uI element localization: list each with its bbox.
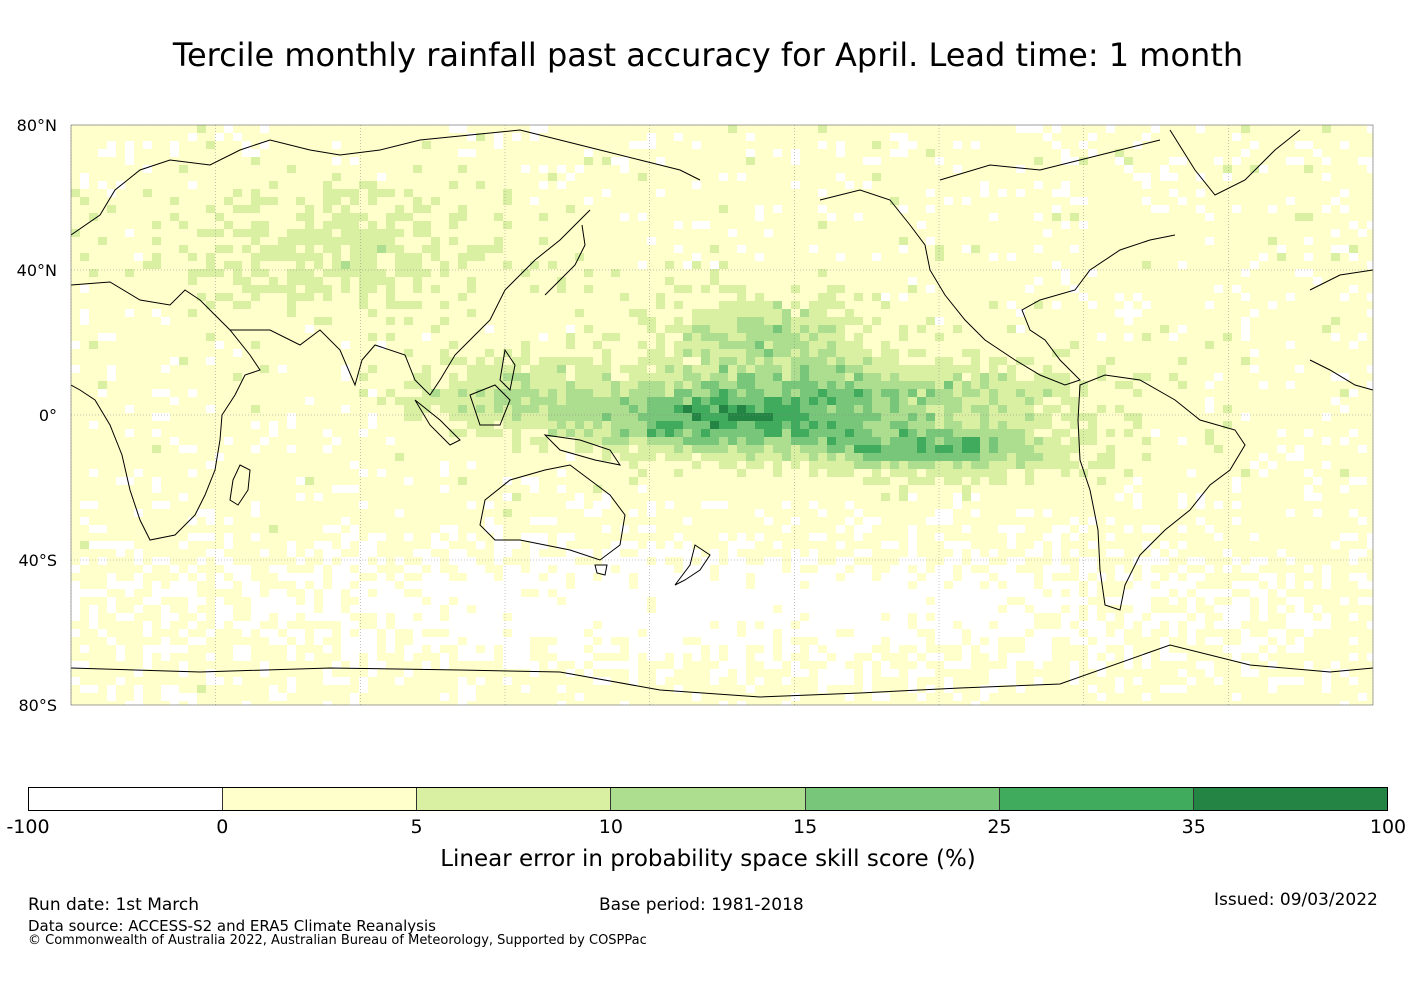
lat-label: 0° (39, 406, 57, 425)
coast-antarctica (71, 644, 1373, 698)
colorbar-segment (611, 788, 806, 810)
data-source: Data source: ACCESS-S2 and ERA5 Climate … (28, 917, 436, 935)
gridlines (71, 125, 1373, 705)
colorbar-tick-label: 10 (598, 816, 623, 838)
coast-greenland (1169, 129, 1301, 196)
coast-madagascar (229, 464, 251, 506)
colorbar-title: Linear error in probability space skill … (440, 846, 976, 872)
coast-tasmania (594, 564, 608, 576)
colorbar-tick-label: 0 (216, 816, 229, 838)
coast-borneo (469, 384, 511, 426)
coast-africa (71, 281, 261, 541)
coastlines (71, 129, 1373, 698)
coast-europe-east-edge (1309, 269, 1373, 291)
lat-label: 80°N (17, 116, 57, 135)
skill-score-map: 80°N40°N0°40°S80°S 0°40°E80°E120°E160°E1… (17, 116, 1374, 715)
coast-sumatra (414, 399, 461, 446)
colorbar (28, 787, 1388, 811)
base-period: Base period: 1981-2018 (599, 895, 804, 915)
map-title: Tercile monthly rainfall past accuracy f… (172, 36, 1244, 74)
map-canvas (71, 125, 1373, 705)
coast-africa-east-edge (1309, 359, 1373, 391)
colorbar-segment (223, 788, 418, 810)
coast-eurasia-north (71, 129, 701, 236)
lat-label: 40°S (18, 551, 57, 570)
lat-label: 40°N (17, 261, 57, 280)
coast-asia-south (230, 209, 591, 396)
colorbar-segment (1193, 788, 1387, 810)
issued-date: Issued: 09/03/2022 (1214, 890, 1378, 910)
coast-new-guinea (543, 434, 622, 466)
coast-australia (479, 464, 626, 561)
colorbar-segment (805, 788, 1000, 810)
colorbar-segment (417, 788, 612, 810)
colorbar-tick-label: 15 (793, 816, 818, 838)
colorbar-segment (999, 788, 1194, 810)
run-date: Run date: 1st March (28, 895, 200, 915)
coast-north-america (819, 189, 1176, 386)
colorbar-tick-label: 35 (1181, 816, 1206, 838)
coast-canada-arctic (939, 139, 1161, 181)
lat-label: 80°S (18, 696, 57, 715)
colorbar-tick-label: 25 (987, 816, 1012, 838)
map-frame (70, 124, 1374, 706)
lat-axis-labels: 80°N 40°N 0° 40°S 80°S (17, 116, 57, 715)
copyright: © Commonwealth of Australia 2022, Austra… (28, 933, 647, 948)
colorbar-segment (29, 788, 224, 810)
colorbar-tick-label: -100 (6, 816, 50, 838)
coast-philippines (499, 348, 516, 392)
colorbar-tick-label: 100 (1369, 816, 1407, 838)
coast-south-america (1077, 374, 1246, 611)
coast-japan (544, 224, 586, 296)
coast-new-zealand (674, 544, 711, 586)
colorbar-tick-label: 5 (410, 816, 423, 838)
